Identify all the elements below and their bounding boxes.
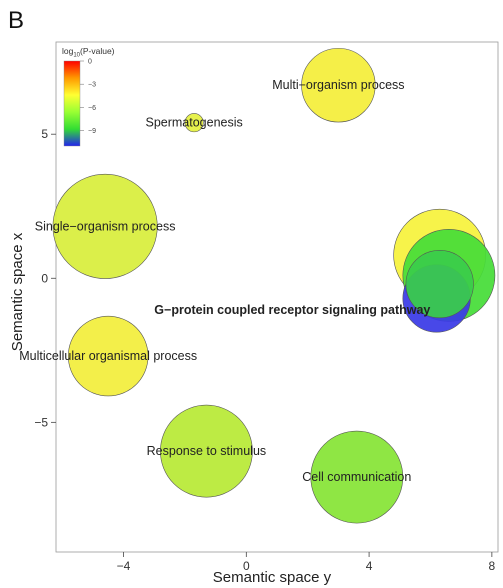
bubble-label: Response to stimulus	[147, 444, 267, 458]
bubble	[301, 48, 376, 123]
x-tick-label: −4	[117, 559, 131, 573]
bubble	[405, 249, 474, 319]
bubble	[184, 113, 204, 133]
bubble	[67, 315, 149, 397]
legend-title-sub: 10	[73, 53, 80, 59]
bubble-label: Single−organism process	[35, 219, 176, 233]
legend-tick-label: −9	[88, 128, 96, 135]
bubble-label: G−protein coupled receptor signaling pat…	[154, 303, 430, 317]
legend-tick-label: −6	[88, 105, 96, 112]
bubble-label-layer: Multi−organism process Spermatogenesis Sin…	[19, 78, 430, 484]
bubble-layer	[52, 48, 496, 524]
legend-title-prefix: log	[62, 46, 74, 56]
bubble-label: Cell communication	[302, 470, 411, 484]
bubble	[52, 173, 158, 279]
color-legend: log10(P-value) 0 −3 −6 −9	[62, 46, 115, 147]
plot-frame	[55, 41, 499, 553]
x-axis: −4 0 4 8	[117, 552, 496, 573]
bubble	[310, 430, 404, 524]
bubble-label: Multi−organism process	[272, 78, 404, 92]
x-axis-title: Semantic space y	[213, 569, 332, 586]
legend-tick-label: −3	[88, 82, 96, 89]
legend-title-suffix: (P-value)	[80, 46, 115, 56]
y-axis: −5 0 5	[34, 127, 56, 429]
panel-letter: B	[8, 7, 24, 34]
y-tick-label: 0	[41, 271, 48, 285]
legend-color-bar	[63, 60, 81, 147]
y-axis-title: Semantic space x	[9, 232, 26, 351]
y-tick-label: 5	[41, 127, 48, 141]
legend-tick-label: 0	[88, 59, 92, 66]
bubble	[160, 404, 253, 498]
x-tick-label: 8	[489, 559, 496, 573]
bubble-label: Multicellular organismal process	[19, 349, 197, 363]
y-tick-label: −5	[34, 415, 48, 429]
bubble-label: Spermatogenesis	[145, 116, 242, 130]
x-tick-label: 4	[366, 559, 373, 573]
x-tick-label: 0	[243, 559, 250, 573]
legend-ticks: 0 −3 −6 −9	[80, 59, 96, 135]
legend-title: log10(P-value)	[62, 46, 115, 59]
